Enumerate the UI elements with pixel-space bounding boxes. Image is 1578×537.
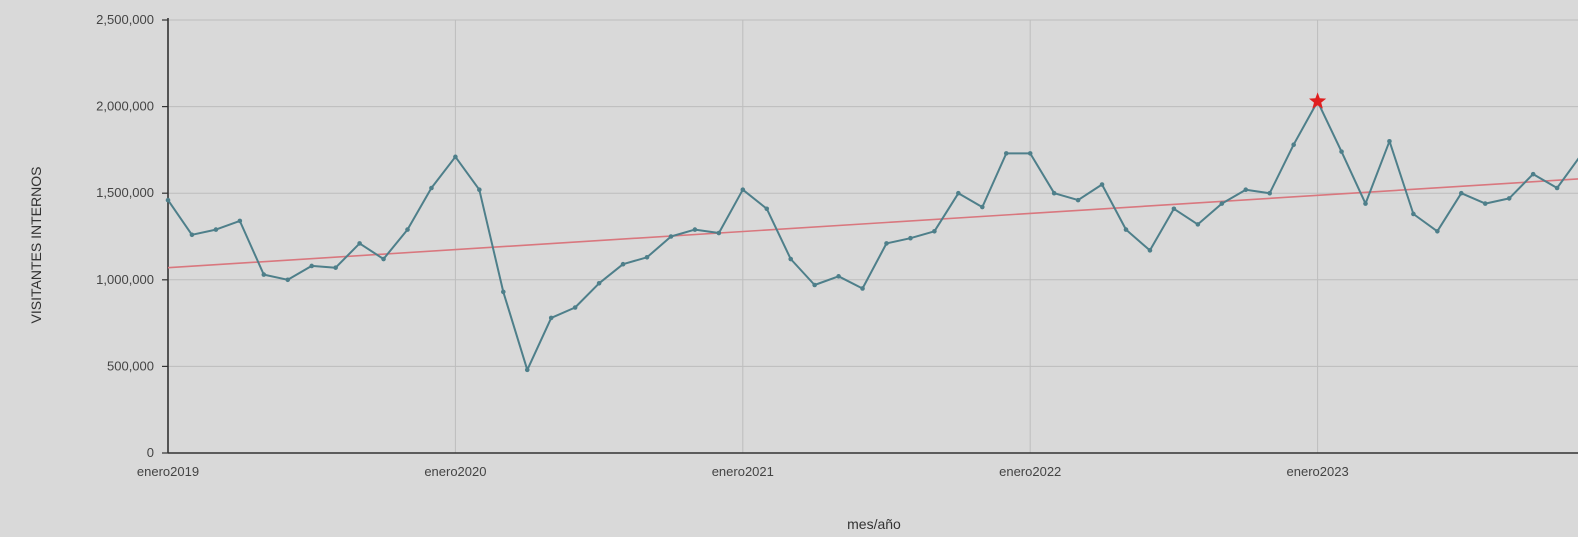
grid-lines: [167, 19, 1578, 454]
data-point: [1459, 190, 1464, 196]
data-point: [740, 187, 746, 193]
data-point: [668, 234, 674, 239]
data-point: [261, 272, 267, 277]
data-point: [1339, 149, 1344, 154]
data-point: [1435, 229, 1440, 234]
data-point: [860, 286, 865, 291]
data-point: [1099, 182, 1105, 187]
data-point: [189, 232, 195, 238]
data-point: [1147, 248, 1153, 253]
data-point: [357, 241, 362, 246]
data-point: [932, 229, 937, 234]
data-point: [692, 227, 698, 232]
y-tick-label: 0: [147, 445, 154, 460]
data-point: [405, 227, 410, 232]
x-tick-label: enero2019: [137, 464, 199, 479]
data-point: [1506, 196, 1512, 201]
axes: [162, 18, 1578, 454]
data-point: [980, 204, 985, 210]
data-point: [333, 265, 338, 270]
data-point: [237, 218, 243, 224]
y-tick-label: 2,500,000: [96, 12, 154, 27]
data-point: [620, 261, 626, 267]
data-point: [381, 256, 386, 262]
y-tick-label: 500,000: [107, 358, 154, 373]
data-point: [429, 185, 434, 191]
highlight-marker-group: [1309, 92, 1327, 109]
x-tick-label: enero2022: [999, 464, 1061, 479]
data-point: [1171, 206, 1177, 212]
data-point: [1530, 171, 1536, 177]
tick-labels: 0 500,000 1,000,000 1,500,000 2,000,000 2,500…: [96, 12, 1349, 479]
y-tick-label: 2,000,000: [96, 99, 154, 114]
data-point: [572, 305, 578, 310]
data-point: [1363, 201, 1368, 206]
data-point: [213, 227, 219, 232]
data-point: [1554, 185, 1560, 191]
trend-line-group: [167, 178, 1578, 269]
data-point: [1123, 227, 1129, 232]
data-point: [477, 187, 482, 193]
series-line: [167, 100, 1578, 371]
data-point: [956, 190, 961, 196]
star-icon: [1309, 92, 1327, 109]
data-point: [1195, 222, 1201, 227]
x-axis-title: mes/año: [847, 516, 901, 532]
data-point: [1243, 187, 1249, 193]
data-point: [1075, 197, 1081, 203]
data-point: [1219, 201, 1225, 206]
data-point: [1027, 151, 1033, 156]
data-point: [548, 315, 554, 321]
y-tick-label: 1,500,000: [96, 185, 154, 200]
data-point: [1003, 151, 1009, 156]
data-point: [1267, 190, 1272, 196]
data-point: [764, 206, 770, 212]
data-point: [908, 235, 913, 241]
data-point: [309, 263, 315, 269]
data-point: [788, 256, 793, 262]
data-point: [836, 274, 841, 279]
data-point: [1387, 138, 1392, 144]
data-point: [884, 241, 889, 246]
data-point: [596, 280, 602, 286]
data-point: [524, 367, 530, 373]
y-axis-title: VISITANTES INTERNOS: [28, 167, 44, 324]
x-tick-label: enero2020: [424, 464, 486, 479]
data-point: [501, 289, 506, 295]
y-tick-label: 1,000,000: [96, 272, 154, 287]
data-point: [716, 230, 722, 236]
data-point: [285, 277, 291, 283]
data-point: [1291, 142, 1296, 148]
data-point: [453, 154, 458, 160]
data-point: [165, 197, 171, 203]
data-point: [1411, 211, 1416, 217]
data-point: [1051, 190, 1057, 196]
x-tick-label: enero2021: [712, 464, 774, 479]
data-point: [1482, 201, 1488, 206]
trend-line: [167, 178, 1578, 269]
data-point: [812, 282, 817, 288]
data-point: [644, 254, 650, 260]
x-tick-label: enero2023: [1287, 464, 1349, 479]
series-group: [165, 99, 1578, 373]
